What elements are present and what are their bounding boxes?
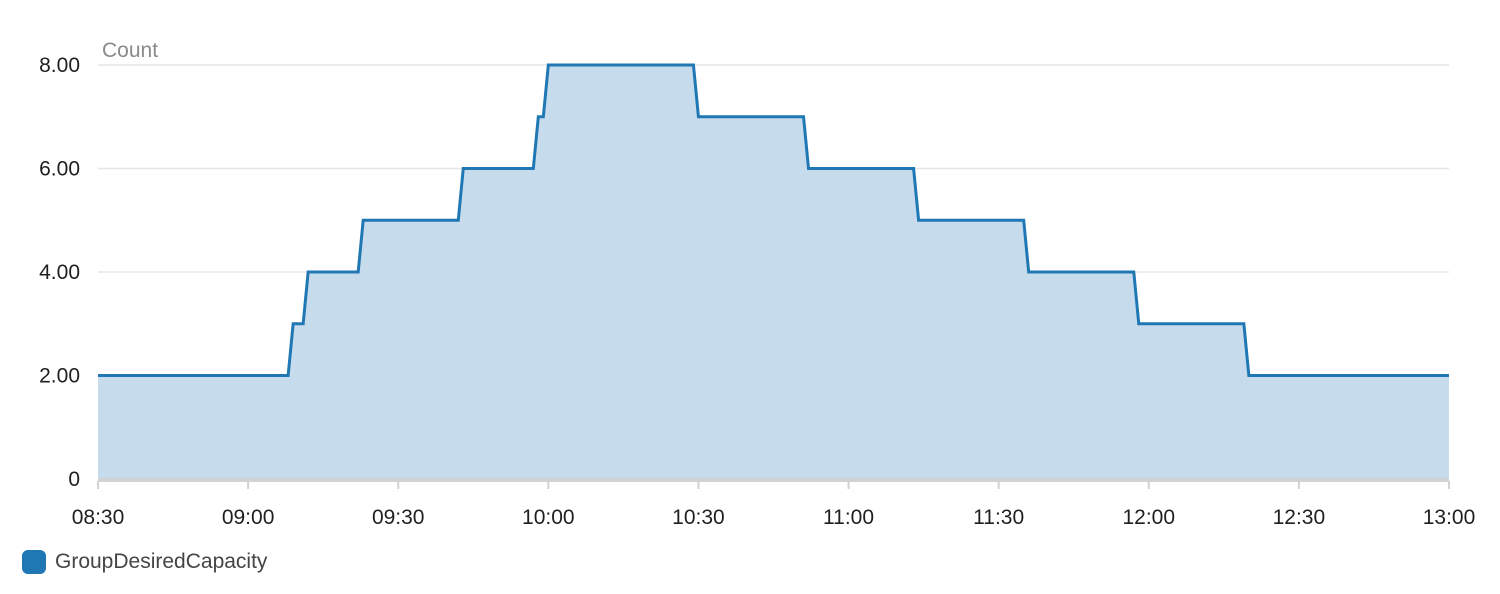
y-tick-labels: 0 2.00 4.00 6.00 8.00: [39, 54, 80, 491]
axis-layer: [97, 478, 1450, 489]
series-area: [98, 65, 1449, 479]
y-tick-label: 4.00: [39, 261, 80, 284]
y-tick-label: 0: [68, 468, 80, 491]
x-tick-label: 10:00: [522, 506, 575, 529]
legend-label[interactable]: GroupDesiredCapacity: [55, 550, 268, 573]
y-tick-label: 2.00: [39, 365, 80, 388]
x-tick-label: 12:30: [1273, 506, 1326, 529]
x-tick-label: 13:00: [1423, 506, 1476, 529]
x-tick-label: 11:30: [973, 506, 1024, 529]
y-tick-label: 8.00: [39, 54, 80, 77]
legend: GroupDesiredCapacity: [22, 548, 267, 576]
x-tick-label: 09:00: [222, 506, 275, 529]
x-tick-labels: 08:30 09:00 09:30 10:00 10:30 11:00 11:30 12:00…: [72, 506, 1476, 529]
x-tick-label: 11:00: [823, 506, 874, 529]
area-layer: [98, 63, 1449, 479]
series-line: [98, 63, 1449, 377]
x-tick-label: 10:30: [672, 506, 725, 529]
x-tick-label: 12:00: [1122, 506, 1175, 529]
y-unit-label: Count: [102, 39, 158, 62]
legend-swatch[interactable]: [22, 550, 46, 574]
y-tick-label: 6.00: [39, 158, 80, 181]
x-tick-label: 08:30: [72, 506, 125, 529]
x-tick-label: 09:30: [372, 506, 425, 529]
